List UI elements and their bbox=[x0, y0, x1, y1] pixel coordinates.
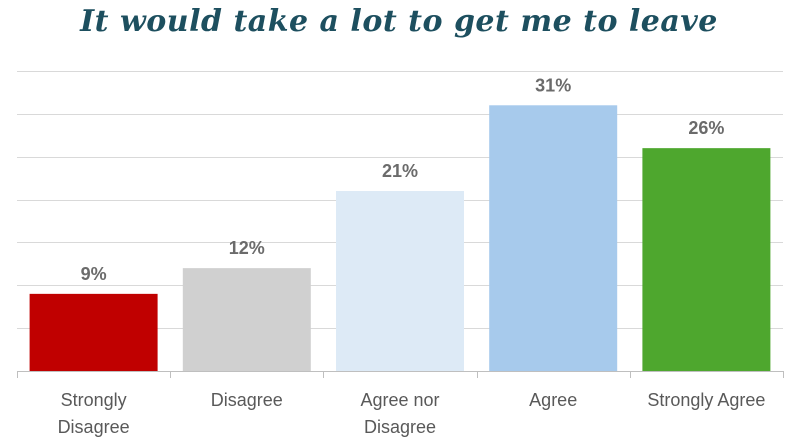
category-label-agree-nor-disagree: Agree nor Disagree bbox=[360, 390, 439, 437]
category-label-strongly-disagree: Strongly Disagree bbox=[58, 390, 130, 437]
category-label-disagree: Disagree bbox=[211, 390, 283, 410]
data-label-agree-nor-disagree: 21% bbox=[382, 161, 418, 181]
bar-strongly-disagree bbox=[29, 293, 158, 371]
bar-strongly-agree bbox=[642, 148, 771, 371]
bar-agree-nor-disagree bbox=[336, 191, 464, 371]
data-labels: 9% 12% 21% 31% 26% bbox=[81, 75, 725, 284]
bars bbox=[29, 105, 771, 372]
chart-title: It would take a lot to get me to leave bbox=[80, 4, 718, 39]
bar-disagree bbox=[182, 268, 311, 371]
data-label-agree: 31% bbox=[535, 75, 571, 95]
data-label-disagree: 12% bbox=[229, 238, 265, 258]
category-label-agree: Agree bbox=[529, 390, 577, 410]
data-label-strongly-disagree: 9% bbox=[81, 264, 107, 284]
bar-agree bbox=[489, 105, 618, 372]
category-label-strongly-agree: Strongly Agree bbox=[647, 390, 765, 410]
category-labels: Strongly Disagree Disagree Agree nor Disagre… bbox=[58, 390, 766, 437]
x-axis bbox=[17, 371, 784, 378]
data-label-strongly-agree: 26% bbox=[688, 118, 724, 138]
